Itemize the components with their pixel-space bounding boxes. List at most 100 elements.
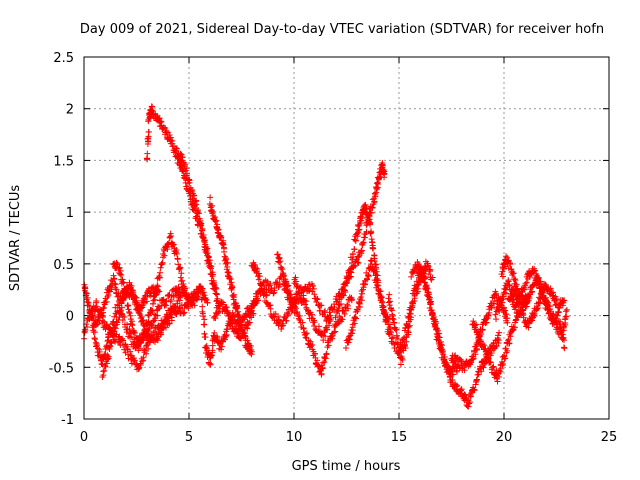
data-point [173,246,180,253]
data-point [555,308,562,315]
data-point [355,259,362,266]
data-point [360,239,367,246]
data-point [164,246,171,253]
data-point [170,241,177,248]
data-point [326,309,333,316]
data-point [231,323,238,330]
data-point [245,320,252,327]
data-point [413,278,420,285]
data-point [381,171,388,178]
data-point [169,137,176,144]
data-point [115,316,122,323]
data-point [502,355,509,362]
data-point [223,331,230,338]
data-point [558,328,565,335]
data-point [280,273,287,280]
data-point [561,297,568,304]
data-point [367,219,374,226]
data-point [392,326,399,333]
data-point [468,390,475,397]
data-point [454,382,461,389]
data-point [277,258,284,265]
data-point [302,334,309,341]
data-point [289,296,296,303]
data-point [154,331,161,338]
data-point [99,361,106,368]
data-point [140,346,147,353]
data-point [100,304,107,311]
data-point [345,339,352,346]
data-point [181,289,188,296]
data-point [494,378,501,385]
data-point [93,298,100,305]
data-point [374,281,381,288]
data-point [393,326,400,333]
data-point [332,314,339,321]
x-tick-labels: 0 5 10 15 20 25 [80,430,617,445]
data-point [263,292,270,299]
data-point [121,288,128,295]
data-point [209,342,216,349]
data-point [260,286,267,293]
data-point [215,308,222,315]
data-point [128,282,135,289]
data-point [101,367,108,374]
data-point [426,304,433,311]
data-point [529,317,536,324]
data-point [91,329,98,336]
data-point [126,310,133,317]
data-point [354,259,361,266]
data-point [93,303,100,310]
data-point [471,347,478,354]
data-point [368,258,375,265]
y-tick-label: 0.5 [53,258,74,273]
data-point [441,358,448,365]
data-point [310,285,317,292]
data-point [279,270,286,277]
data-point [202,249,209,256]
data-point [389,315,396,322]
data-point [331,329,338,336]
data-point [369,263,376,270]
data-point [125,351,132,358]
data-point [288,295,295,302]
data-point [83,296,90,303]
data-point [220,241,227,248]
data-point [523,303,530,310]
data-point [319,364,326,371]
data-point [337,300,344,307]
data-point [504,315,511,322]
data-point [254,266,261,273]
data-point [208,352,215,359]
data-point [471,386,478,393]
data-point [360,284,367,291]
data-point [427,268,434,275]
data-point [117,307,124,314]
data-point [183,172,190,179]
data-point [379,161,386,168]
data-point [399,356,406,363]
data-point [489,364,496,371]
data-point [102,363,109,370]
data-point [191,302,198,309]
data-point [153,288,160,295]
data-point [384,318,391,325]
data-point [183,165,190,172]
data-point [321,309,328,316]
data-point [189,297,196,304]
data-point [236,312,243,319]
y-tick-label: -1 [61,413,74,428]
data-point [228,279,235,286]
data-point [199,303,206,310]
data-point [207,360,214,367]
data-point [554,312,561,319]
data-point [207,194,214,201]
data-point [397,361,404,368]
data-point [140,354,147,361]
data-point [141,347,148,354]
data-point [315,323,322,330]
data-point [500,360,507,367]
data-point [250,310,257,317]
x-tick-label: 5 [185,430,193,445]
data-point [139,334,146,341]
